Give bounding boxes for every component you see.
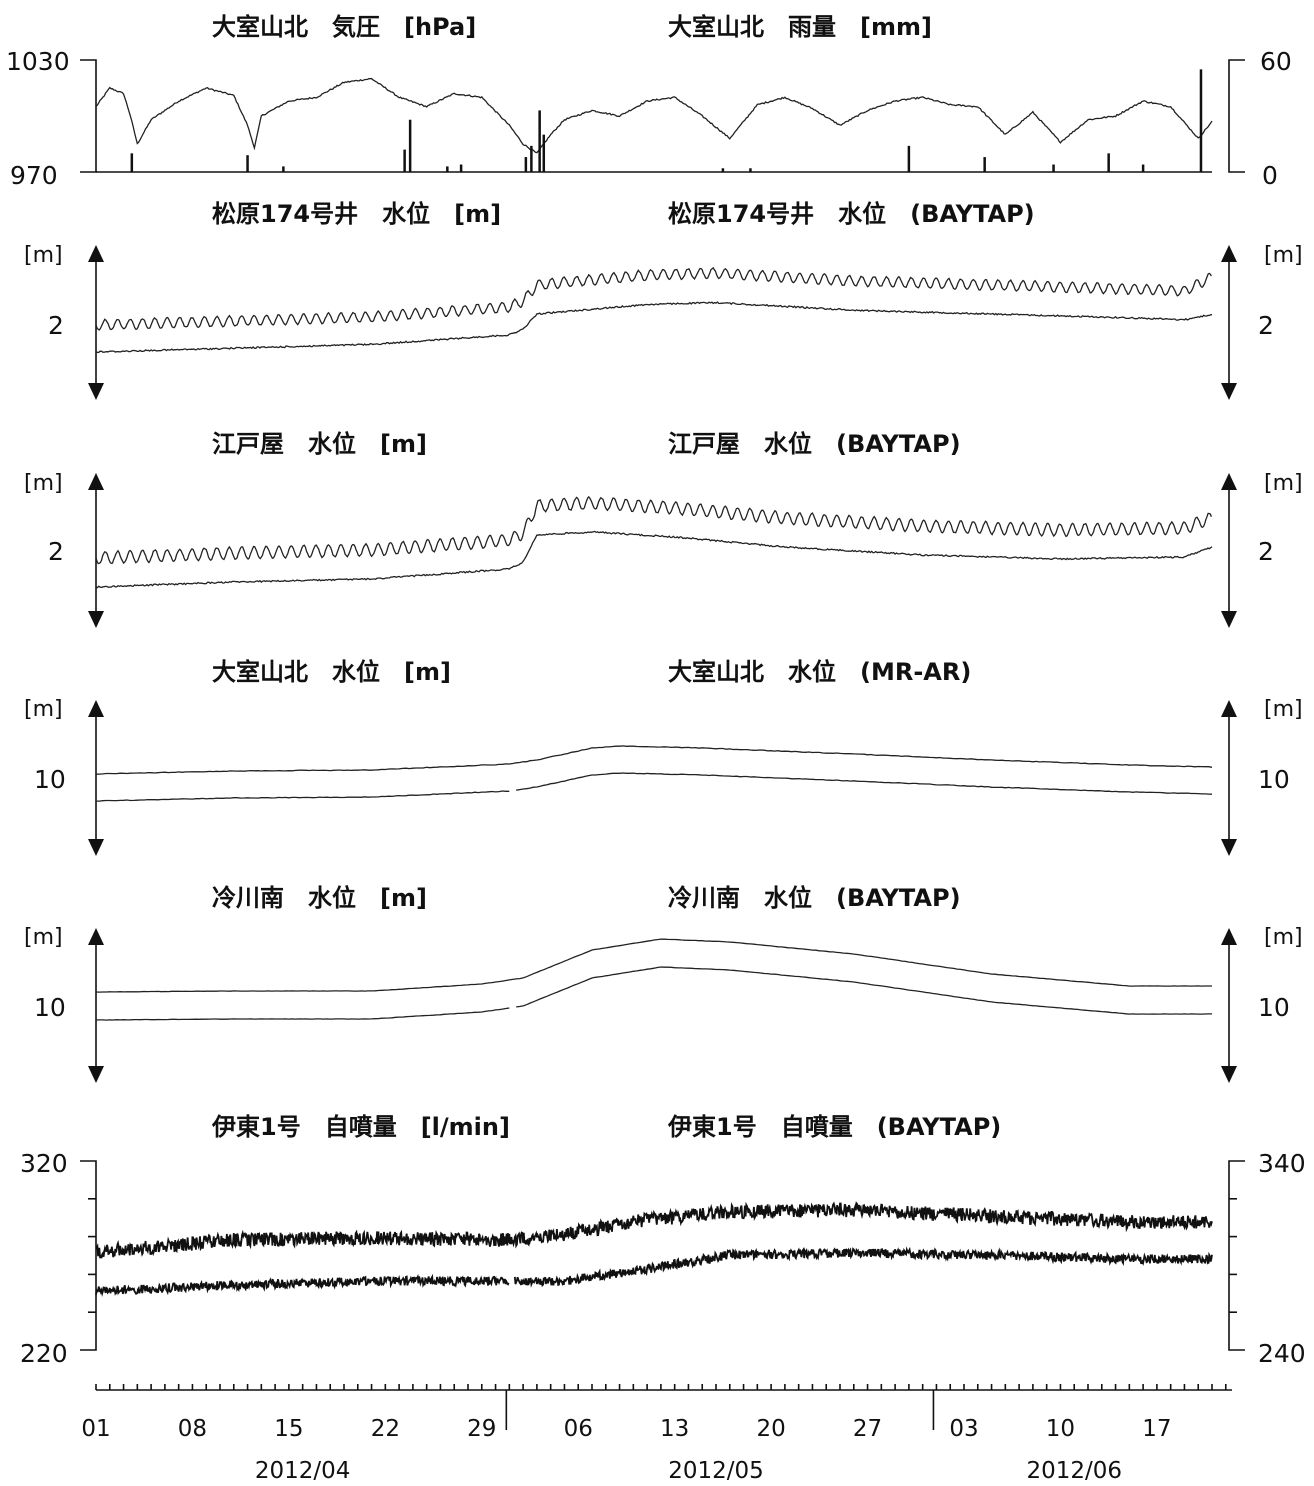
date-label: 08 <box>178 1416 207 1442</box>
date-labels: 01 08 15 22 29 06 13 20 27 03 10 17 <box>81 1416 1171 1442</box>
panel-pressure-rain: 大室山北 気圧 [hPa] 大室山北 雨量 [mm] 1030 970 60 0 <box>6 13 1292 190</box>
panel2-baytap-level-line <box>95 301 1213 354</box>
panel2-title-right: 松原174号井 水位 (BAYTAP) <box>668 200 1035 228</box>
panel1-title-right: 大室山北 雨量 [mm] <box>668 13 932 41</box>
time-axis: 01 08 15 22 29 06 13 20 27 03 10 17 2012/04 2012/05 2… <box>81 1384 1232 1484</box>
panel3-right-unit: [m] <box>1264 471 1303 496</box>
panel6-right-tick-top: 340 <box>1258 1149 1306 1178</box>
panel2-left-unit: [m] <box>24 243 63 268</box>
date-label: 17 <box>1142 1416 1171 1442</box>
panel6-left-minor-ticks <box>88 1198 96 1313</box>
panel2-title-left: 松原174号井 水位 [m] <box>212 200 501 228</box>
date-label: 13 <box>660 1416 689 1442</box>
month-label: 2012/06 <box>1026 1458 1122 1484</box>
panel4-raw-level-line <box>95 745 1213 775</box>
panel3-left-arrow <box>88 473 104 628</box>
month-label: 2012/05 <box>668 1458 764 1484</box>
panel6-right-axis <box>1228 1160 1245 1351</box>
date-label: 01 <box>81 1416 110 1442</box>
panel3-right-arrow <box>1221 473 1237 628</box>
panel6-title-right: 伊東1号 自噴量 (BAYTAP) <box>667 1113 1001 1141</box>
panel3-title-left: 江戸屋 水位 [m] <box>212 430 427 458</box>
panel1-left-axis <box>80 59 97 173</box>
panel5-right-unit: [m] <box>1264 925 1303 950</box>
panel-matsubara: 松原174号井 水位 [m] 松原174号井 水位 (BAYTAP) [m] [… <box>24 200 1303 400</box>
panel2-raw-level-line <box>95 266 1212 331</box>
day-ticks <box>95 1384 1227 1390</box>
panel2-left-tick: 2 <box>48 311 64 340</box>
month-labels: 2012/04 2012/05 2012/06 <box>255 1458 1122 1484</box>
panel5-right-arrow <box>1221 928 1237 1083</box>
pressure-series-line <box>95 77 1213 154</box>
panel3-left-tick: 2 <box>48 537 64 566</box>
panel6-right-tick-bottom: 240 <box>1258 1339 1306 1368</box>
panel2-left-arrow <box>88 245 104 400</box>
panel5-title-right: 冷川南 水位 (BAYTAP) <box>668 884 961 912</box>
panel3-title-right: 江戸屋 水位 (BAYTAP) <box>668 430 961 458</box>
date-label: 06 <box>564 1416 593 1442</box>
panel-ito-flow: 伊東1号 自噴量 [l/min] 伊東1号 自噴量 (BAYTAP) 320 2… <box>20 1113 1306 1368</box>
panel1-left-tick-top: 1030 <box>6 47 70 76</box>
panel1-right-tick-bottom: 0 <box>1262 161 1278 190</box>
panel6-baytap-flow-line <box>95 1246 1213 1297</box>
panel4-title-left: 大室山北 水位 [m] <box>212 658 451 686</box>
panel-hiekawa: 冷川南 水位 [m] 冷川南 水位 (BAYTAP) [m] [m] 10 10 <box>24 884 1303 1083</box>
panel6-left-axis <box>80 1160 97 1351</box>
panel5-left-unit: [m] <box>24 925 63 950</box>
panel6-title-left: 伊東1号 自噴量 [l/min] <box>211 1113 510 1141</box>
panel3-baytap-level-line <box>95 530 1213 589</box>
panel5-right-tick: 10 <box>1258 993 1290 1022</box>
panel3-right-tick: 2 <box>1258 537 1274 566</box>
date-label: 15 <box>274 1416 303 1442</box>
panel2-right-arrow <box>1221 245 1237 400</box>
rain-bars <box>130 69 1203 172</box>
panel5-left-tick: 10 <box>34 993 66 1022</box>
panel1-right-axis <box>1228 59 1245 173</box>
panel4-title-right: 大室山北 水位 (MR-AR) <box>668 658 971 686</box>
panel5-left-arrow <box>88 928 104 1083</box>
panel3-raw-level-line <box>95 495 1213 565</box>
panel5-baytap-level-line <box>95 966 1212 1021</box>
panel-omuroyama-level: 大室山北 水位 [m] 大室山北 水位 (MR-AR) [m] [m] 10 1… <box>24 658 1303 856</box>
panel4-right-tick: 10 <box>1258 765 1290 794</box>
month-separators <box>505 1390 935 1430</box>
panel4-right-unit: [m] <box>1264 697 1303 722</box>
panel4-mrar-level-line <box>96 772 1213 802</box>
panel1-left-tick-bottom: 970 <box>10 161 58 190</box>
date-label: 29 <box>467 1416 496 1442</box>
panel5-raw-level-line <box>95 938 1212 993</box>
panel4-left-arrow <box>88 700 104 856</box>
panel2-right-unit: [m] <box>1264 243 1303 268</box>
panel5-title-left: 冷川南 水位 [m] <box>212 884 427 912</box>
panel6-left-tick-top: 320 <box>20 1149 68 1178</box>
panel4-left-tick: 10 <box>34 765 66 794</box>
panel1-title-left: 大室山北 気圧 [hPa] <box>212 13 476 41</box>
panel6-right-minor-ticks <box>1229 1198 1237 1313</box>
panel6-raw-flow-line <box>95 1201 1213 1259</box>
panel3-left-unit: [m] <box>24 471 63 496</box>
date-label: 20 <box>756 1416 785 1442</box>
date-label: 27 <box>853 1416 882 1442</box>
date-label: 10 <box>1046 1416 1075 1442</box>
panel4-right-arrow <box>1221 700 1237 856</box>
date-label: 22 <box>371 1416 400 1442</box>
panel-edoya: 江戸屋 水位 [m] 江戸屋 水位 (BAYTAP) [m] [m] 2 2 <box>24 430 1303 628</box>
panel1-right-tick-top: 60 <box>1260 47 1292 76</box>
date-label: 03 <box>949 1416 978 1442</box>
month-label: 2012/04 <box>255 1458 351 1484</box>
panel4-left-unit: [m] <box>24 697 63 722</box>
panel2-right-tick: 2 <box>1258 311 1274 340</box>
panel6-left-tick-bottom: 220 <box>20 1339 68 1368</box>
